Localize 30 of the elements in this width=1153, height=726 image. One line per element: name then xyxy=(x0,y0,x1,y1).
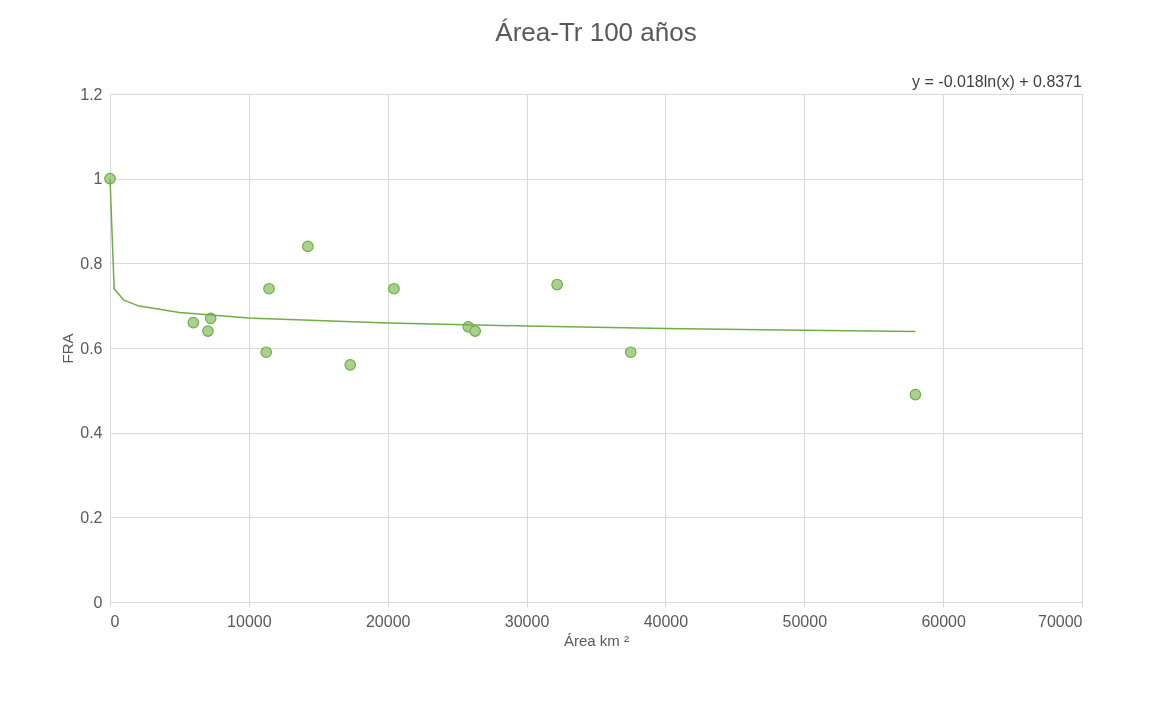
point xyxy=(624,346,637,359)
point xyxy=(388,282,400,295)
x-tick-label: 70000 xyxy=(1038,612,1083,630)
y-tick-label: 1 xyxy=(93,170,103,188)
y-tick-label: 0.2 xyxy=(80,508,103,526)
x-tick-label: 30000 xyxy=(504,612,550,630)
y-tick-label: 1.2 xyxy=(80,85,103,103)
x-tick-label: 40000 xyxy=(643,612,689,630)
x-tick-label: 10000 xyxy=(227,612,272,630)
point xyxy=(202,325,214,337)
point xyxy=(469,325,482,337)
y-tick-label: 0.6 xyxy=(80,339,103,357)
y-tick-label: 0.8 xyxy=(80,254,103,272)
point xyxy=(344,359,357,371)
point xyxy=(260,346,273,359)
point xyxy=(263,282,275,295)
point xyxy=(909,388,922,401)
y-tick-label: 0 xyxy=(93,593,103,611)
x-axis-title: Área km ² xyxy=(563,631,630,649)
point xyxy=(302,240,314,253)
text: y = -0.018ln(x) + 0.8371 xyxy=(912,73,1083,90)
y-tick-label: 0.4 xyxy=(80,424,103,442)
x-tick-label: 20000 xyxy=(365,612,411,630)
x-tick-label: 0 xyxy=(110,612,120,630)
point xyxy=(187,316,200,329)
x-tick-label: 50000 xyxy=(782,612,828,630)
chart-title: Área-Tr 100 años xyxy=(495,17,697,47)
y-axis-title: FRA xyxy=(59,333,77,364)
x-tick-label: 60000 xyxy=(921,612,966,630)
point xyxy=(551,278,563,291)
